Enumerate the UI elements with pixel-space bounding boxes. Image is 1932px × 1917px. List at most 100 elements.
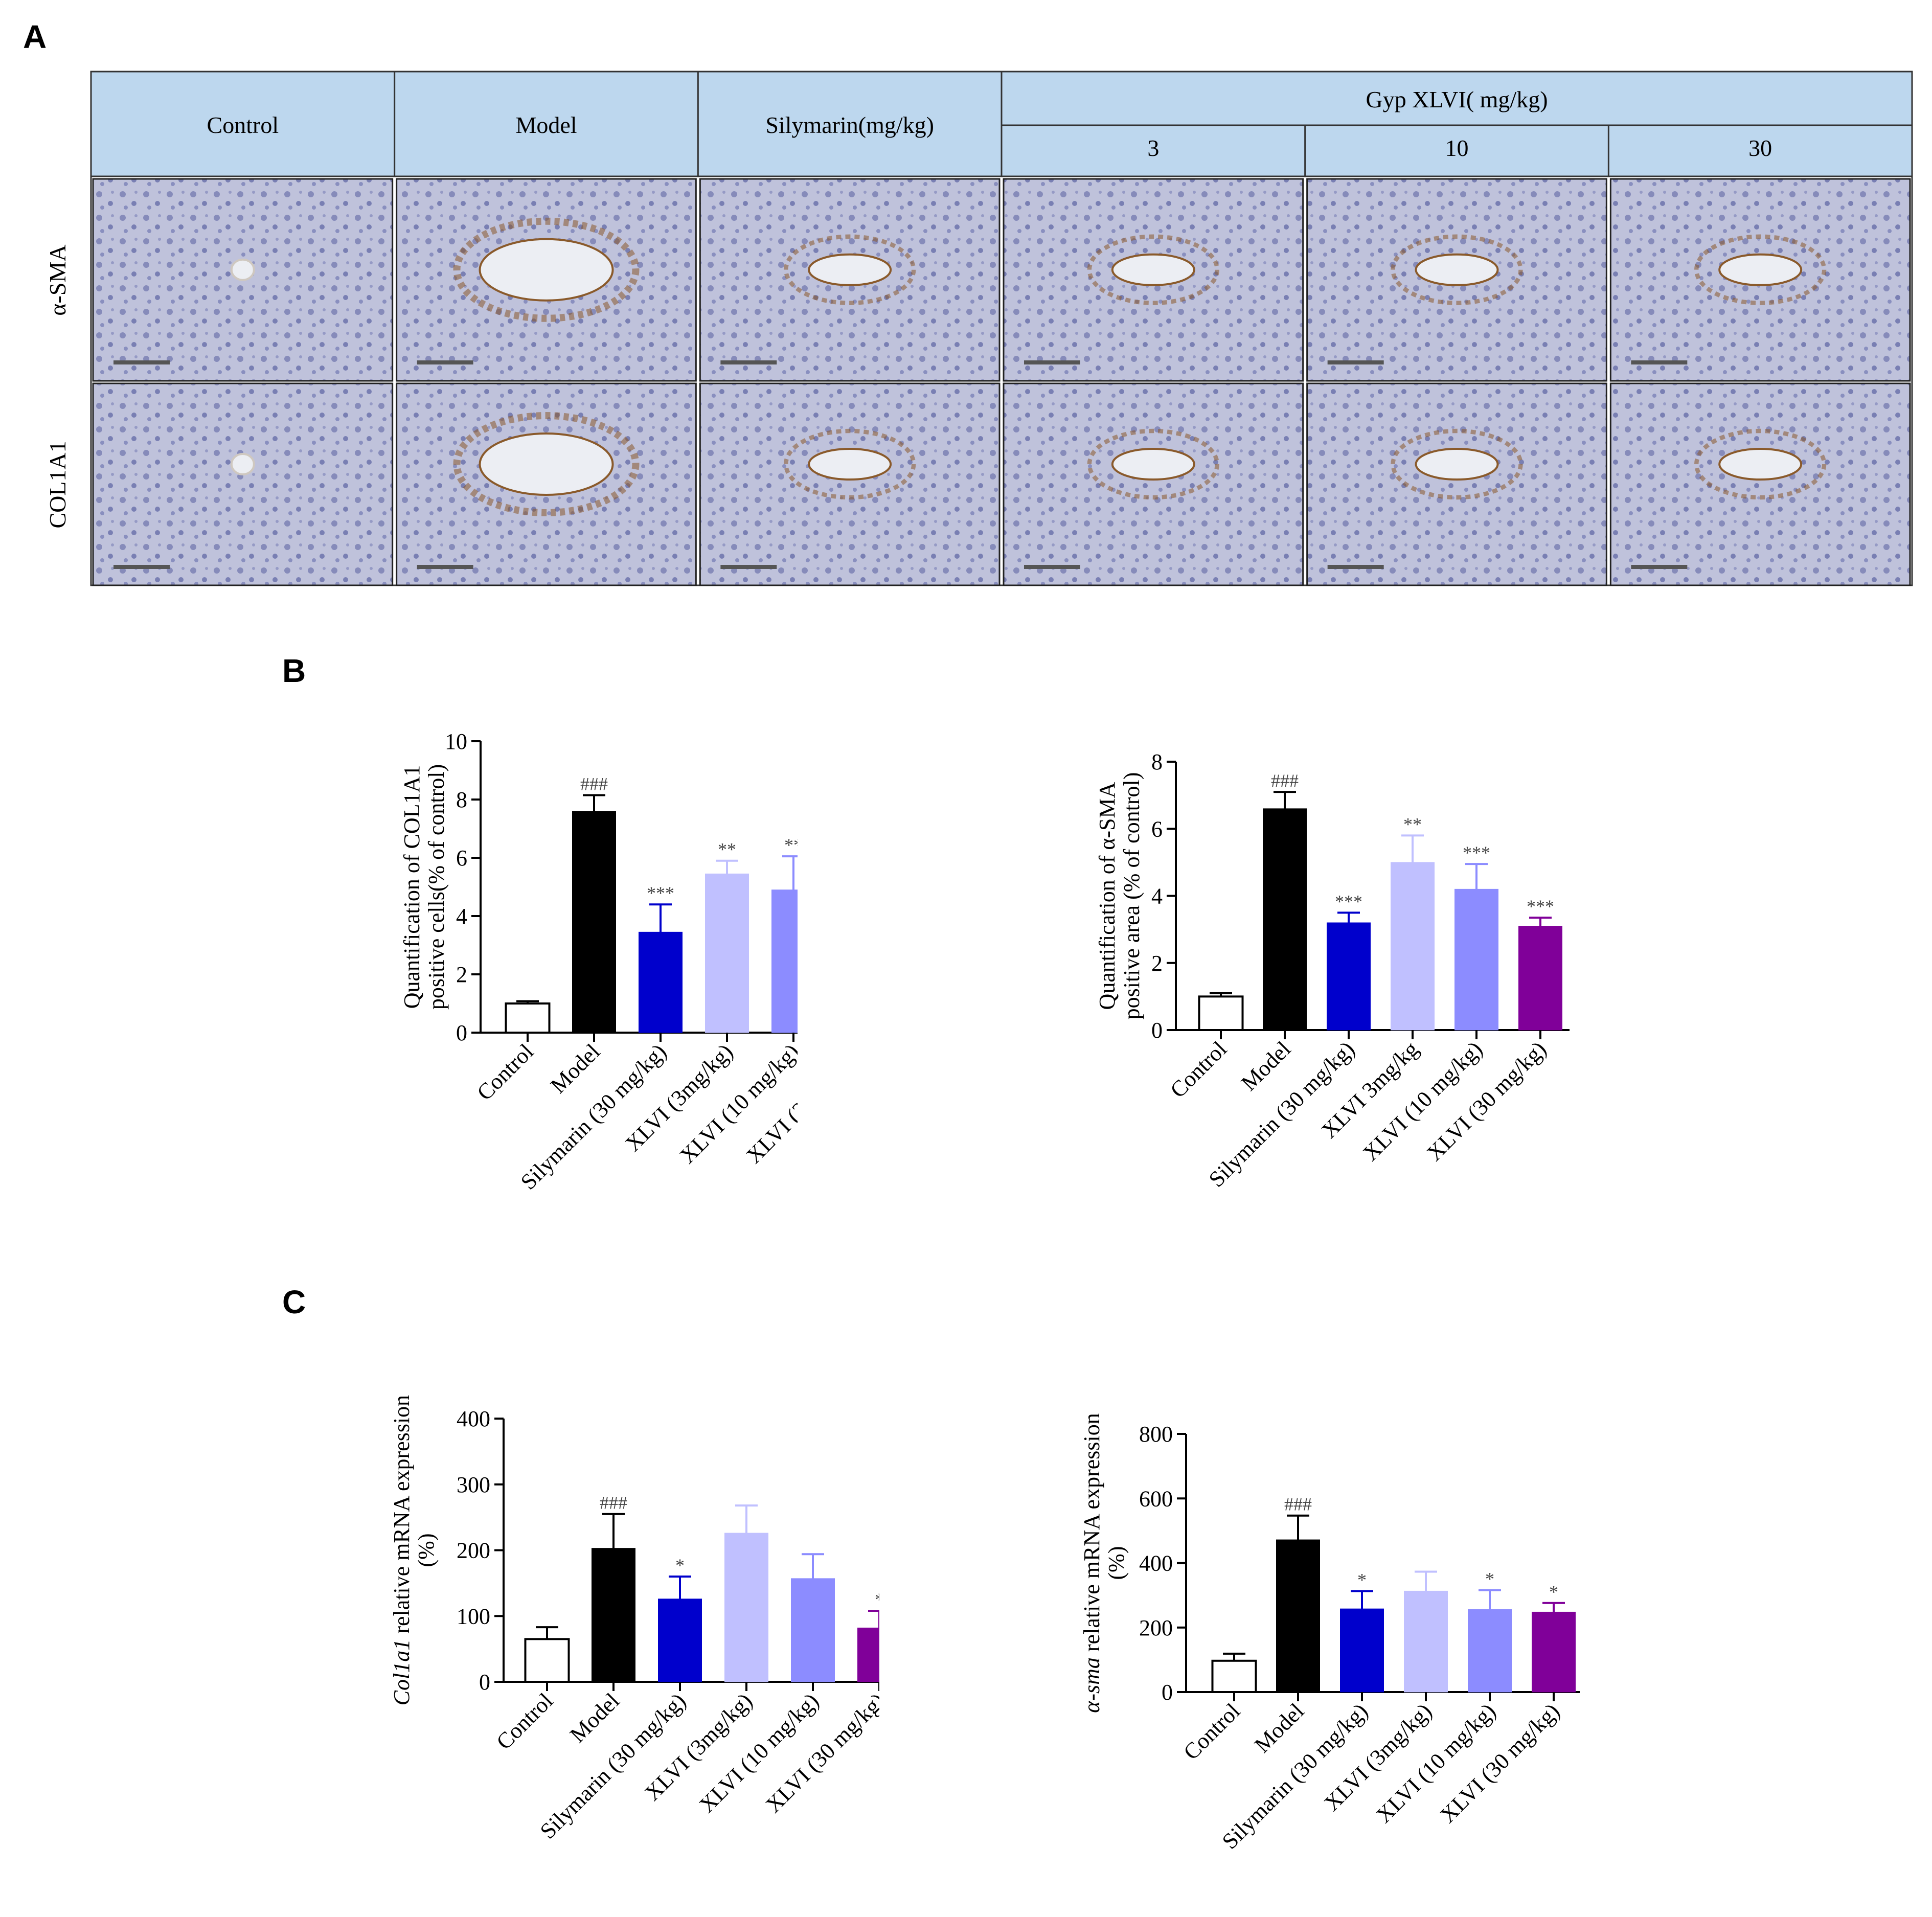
- y-axis-label-line-1: (%): [1104, 1546, 1129, 1580]
- y-tick-label-4: 8: [1151, 749, 1163, 774]
- x-tick-label-0: Control: [491, 1688, 558, 1754]
- y-axis-label-line-1: positive area (% of control): [1119, 772, 1144, 1020]
- header-3: Gyp XLVI( mg/kg): [1366, 86, 1548, 112]
- bar-group-1: ### Model: [1249, 1494, 1320, 1758]
- y-tick-label-1: 200: [1139, 1615, 1173, 1640]
- bar-3: [1391, 862, 1435, 1031]
- x-tick-label-1: Model: [545, 1039, 605, 1098]
- panel-label-b: B: [282, 652, 306, 689]
- micrograph-r1-c2: [699, 382, 1001, 586]
- y-axis-label: Col1a1 relative mRNA expression (%): [389, 1395, 439, 1705]
- x-tick-label-4: XLVI (10 mg/kg): [1358, 1036, 1487, 1166]
- bar-2: [639, 931, 683, 1033]
- bar-2: [1340, 1608, 1384, 1693]
- micrograph-r1-c5: [1609, 382, 1911, 586]
- chart-asma-mrna: 0 200 400 600 800 α-sma relative mRNA express…: [1079, 1413, 1580, 1854]
- x-tick-label-0: Control: [1178, 1698, 1245, 1765]
- significance-1: ###: [580, 773, 608, 794]
- row-label-0: α-SMA: [44, 244, 71, 315]
- y-tick-label-2: 400: [1139, 1551, 1173, 1576]
- y-axis-label-line-1: positive cells(% of control): [424, 764, 449, 1010]
- bar-2: [1327, 922, 1371, 1031]
- bar-1: [1263, 808, 1307, 1031]
- y-tick-label-1: 2: [456, 962, 467, 987]
- significance-4: ***: [1463, 842, 1490, 863]
- micrograph-r0-c4: [1306, 178, 1607, 382]
- bar-0: [1211, 1659, 1257, 1693]
- x-tick-label-5: XLVI (30 mg/kg): [1422, 1036, 1551, 1166]
- y-tick-label-3: 6: [456, 846, 467, 871]
- x-tick-label-4: XLVI (10 mg/kg): [1371, 1698, 1501, 1828]
- x-tick-label-4: XLVI (10 mg/kg): [694, 1688, 824, 1817]
- axes: 0 200 400 600 800: [1139, 1422, 1580, 1705]
- bar-1: [592, 1548, 635, 1682]
- micrograph-r1-c3: [1003, 382, 1304, 586]
- micrograph-r0-c3: [1003, 178, 1304, 382]
- micrograph-r0-c1: [396, 178, 697, 382]
- chart-asma-positive-area: 0 2 4 6 8 Quantification of α-SMA positive are…: [1095, 749, 1570, 1192]
- micrograph-r1-c0: [92, 382, 394, 586]
- bar-4: [791, 1578, 835, 1682]
- bar-5: [857, 1627, 879, 1682]
- bar-1: [1276, 1539, 1320, 1693]
- significance-2: *: [1357, 1569, 1367, 1590]
- y-tick-label-5: 10: [445, 729, 467, 754]
- dose-header-3: 3: [1147, 135, 1159, 161]
- significance-2: ***: [647, 883, 674, 903]
- bar-5: [1532, 1611, 1576, 1693]
- y-tick-label-2: 4: [1151, 884, 1163, 909]
- micrograph-r1-c4: [1306, 382, 1607, 586]
- y-tick-label-3: 600: [1139, 1486, 1173, 1511]
- significance-1: ###: [1271, 770, 1299, 791]
- row-label-1: COL1A1: [44, 441, 71, 528]
- y-axis-label: Quantification of α-SMA positive area (% …: [1095, 772, 1144, 1020]
- header-1: Model: [515, 112, 577, 138]
- y-axis-label-line-0: α-sma relative mRNA expression: [1079, 1413, 1104, 1713]
- x-tick-label-5: XLVI (30 mg/kg): [1435, 1698, 1564, 1828]
- bar-0: [1198, 995, 1244, 1031]
- y-tick-label-2: 200: [457, 1538, 490, 1563]
- significance-5: *: [875, 1589, 879, 1610]
- y-tick-label-1: 2: [1151, 951, 1163, 976]
- y-tick-label-4: 8: [456, 787, 467, 812]
- y-axis-label: Quantification of COL1A1 positive cells(%…: [399, 764, 449, 1010]
- bar-5: [1518, 926, 1562, 1031]
- x-tick-label-0: Control: [472, 1039, 538, 1105]
- panel-label-a: A: [23, 18, 47, 55]
- y-tick-label-4: 400: [457, 1406, 490, 1431]
- significance-2: ***: [1335, 891, 1362, 911]
- significance-1: ###: [600, 1493, 627, 1513]
- y-tick-label-3: 300: [457, 1472, 490, 1497]
- y-tick-label-1: 100: [457, 1604, 490, 1629]
- x-tick-label-1: Model: [565, 1688, 624, 1747]
- bar-1: [572, 811, 616, 1033]
- y-tick-label-3: 6: [1151, 816, 1163, 841]
- bar-group-0: Control: [1165, 992, 1244, 1103]
- axes: 0 2 4 6 8 10: [445, 729, 798, 1045]
- panel-label-c: C: [282, 1284, 306, 1320]
- significance-5: ***: [1527, 896, 1554, 917]
- significance-4: *: [1485, 1569, 1494, 1589]
- significance-4: **: [784, 835, 798, 855]
- header-0: Control: [207, 112, 279, 138]
- y-tick-label-4: 800: [1139, 1422, 1173, 1447]
- bar-group-0: Control: [472, 1000, 551, 1105]
- y-axis-label-line-0: Quantification of α-SMA: [1095, 782, 1120, 1010]
- bar-3: [705, 873, 749, 1033]
- bar-4: [1468, 1609, 1512, 1693]
- y-tick-label-0: 0: [479, 1670, 490, 1695]
- bar-0: [505, 1002, 551, 1034]
- bar-group-1: ### Model: [1236, 770, 1307, 1096]
- micrograph-r1-c1: [396, 382, 697, 586]
- bar-3: [724, 1533, 768, 1682]
- significance-2: *: [675, 1555, 685, 1576]
- y-tick-label-0: 0: [456, 1020, 467, 1045]
- x-tick-label-4: XLVI (10 mg/kg): [675, 1039, 798, 1168]
- significance-1: ###: [1284, 1494, 1312, 1515]
- bar-0: [524, 1638, 570, 1683]
- y-tick-label-0: 0: [1151, 1018, 1163, 1043]
- bar-group-1: ### Model: [545, 773, 616, 1098]
- y-axis-label-line-1: (%): [414, 1534, 439, 1567]
- axes: 0 2 4 6 8: [1151, 749, 1570, 1043]
